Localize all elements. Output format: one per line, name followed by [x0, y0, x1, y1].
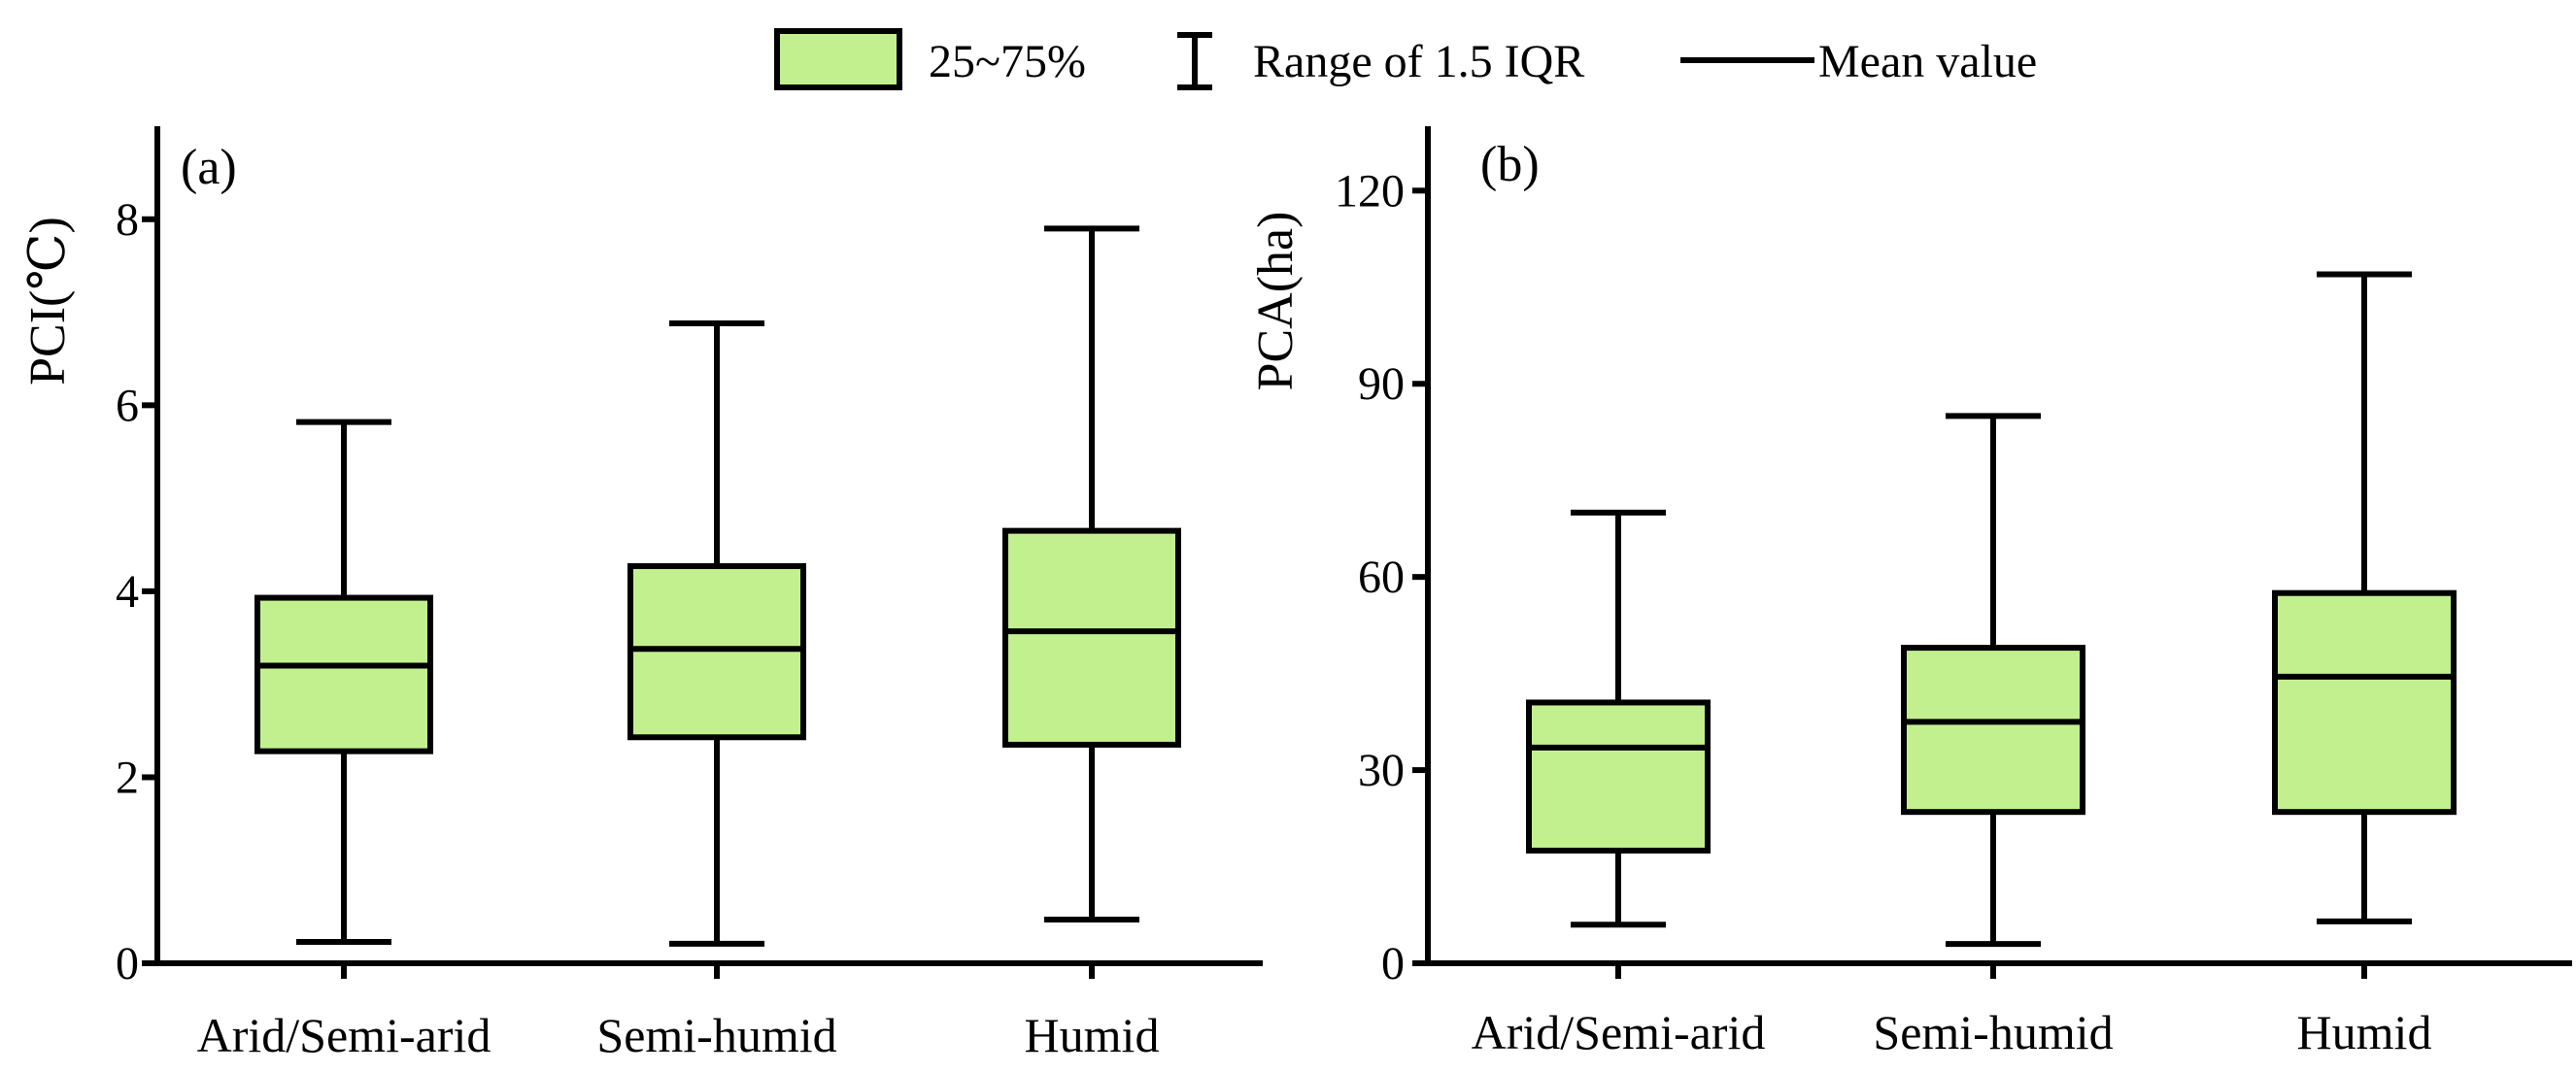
panel-b-y-tick-label: 90: [1358, 358, 1405, 410]
panel-b-box-2: [1901, 413, 2085, 948]
iqr-box: [1526, 699, 1711, 854]
panel-a: (a) PCI(℃) 0 2 4 6 8 Arid/Semi-arid Semi-humid…: [20, 126, 1263, 1062]
legend-range-label: Range of 1.5 IQR: [1253, 36, 1584, 87]
legend-box-swatch: [774, 28, 902, 90]
panel-a-y-tick-label: 2: [116, 752, 139, 803]
panel-a-category-label: Semi-humid: [596, 1008, 836, 1062]
panel-b-ylabel: PCA(ha): [1248, 212, 1304, 391]
legend-range-icon: [1177, 32, 1212, 90]
panel-a-y-tick-label: 4: [116, 566, 139, 618]
legend: 25~75% Range of 1.5 IQR Mean value: [774, 28, 2037, 90]
legend-mean-label: Mean value: [1818, 36, 2037, 87]
panel-b-y-tick-label: 30: [1358, 745, 1405, 796]
iqr-box: [1002, 527, 1181, 748]
panel-b-box-3: [2272, 271, 2457, 924]
panel-a-y-tick-label: 0: [116, 938, 139, 989]
panel-b: (b) PCA(ha) 0 30 60 90 120 Arid/Semi-arid Semi…: [1248, 126, 2572, 1059]
panel-a-label: (a): [181, 140, 237, 195]
iqr-box: [2272, 589, 2457, 816]
panel-a-category-label: Humid: [1025, 1008, 1160, 1062]
panel-b-label: (b): [1480, 137, 1540, 192]
panel-b-y-tick-label: 60: [1358, 552, 1405, 603]
panel-b-category-label: Humid: [2297, 1005, 2432, 1059]
panel-b-box-1: [1526, 509, 1711, 928]
panel-b-category-label: Semi-humid: [1873, 1005, 2113, 1059]
panel-a-ylabel: PCI(℃): [20, 217, 76, 386]
panel-a-box-1: [254, 419, 433, 945]
panel-a-category-label: Arid/Semi-arid: [197, 1008, 491, 1062]
iqr-box: [1901, 645, 2085, 816]
panel-b-y-tick-label: 120: [1335, 165, 1405, 217]
panel-a-box-3: [1002, 225, 1181, 922]
legend-box-label: 25~75%: [929, 36, 1086, 87]
panel-a-y-tick-label: 6: [116, 380, 139, 431]
panel-b-y-tick-label: 0: [1381, 938, 1405, 989]
panel-a-y-tick-label: 8: [116, 194, 139, 246]
iqr-box: [254, 594, 433, 754]
panel-b-category-label: Arid/Semi-arid: [1472, 1005, 1766, 1059]
panel-a-box-2: [627, 320, 806, 947]
